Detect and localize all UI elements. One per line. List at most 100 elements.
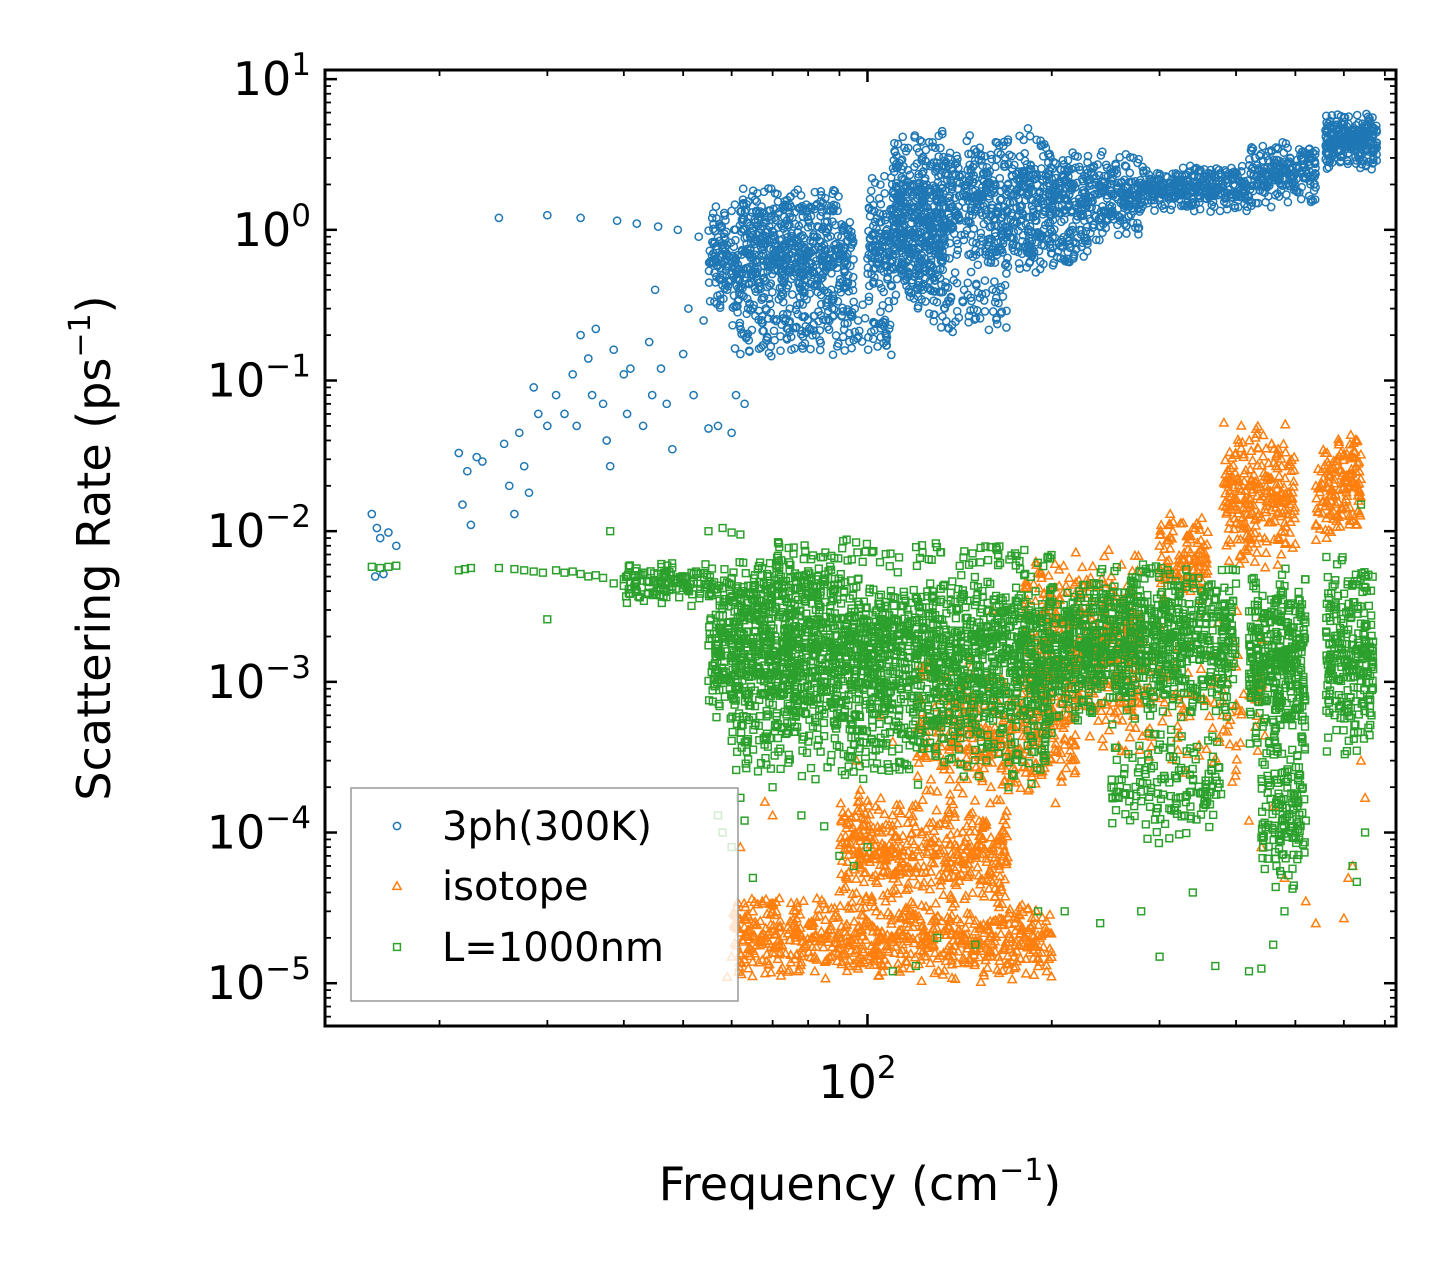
data-point: [472, 452, 482, 462]
data-point: [737, 215, 747, 224]
data-point: [759, 292, 769, 302]
data-point: [898, 132, 908, 142]
data-point: [803, 251, 813, 260]
data-point: [891, 249, 901, 259]
data-point: [765, 299, 775, 309]
data-point: [913, 251, 923, 261]
data-point: [524, 488, 534, 498]
data-point: [828, 350, 838, 360]
data-point: [742, 244, 752, 254]
data-point: [911, 233, 921, 243]
data-point: [735, 318, 745, 328]
data-point: [928, 137, 937, 147]
data-point: [494, 213, 504, 223]
data-point: [891, 290, 901, 300]
data-point: [740, 233, 750, 243]
data-point: [865, 194, 875, 204]
data-point: [835, 254, 844, 264]
data-point: [744, 250, 754, 260]
data-point: [811, 256, 821, 266]
data-point: [790, 188, 800, 198]
data-point: [375, 533, 385, 543]
data-point: [454, 448, 464, 458]
data-point: [656, 364, 666, 373]
data-point: [710, 237, 720, 247]
data-point: [478, 457, 487, 466]
data-point: [752, 267, 762, 277]
data-point: [732, 269, 742, 279]
data-point: [787, 345, 796, 355]
data-point: [749, 259, 758, 269]
data-point: [716, 273, 725, 282]
data-point: [708, 258, 717, 267]
data-point: [840, 256, 850, 265]
data-point: [705, 296, 715, 306]
data-point: [715, 219, 724, 229]
data-point: [846, 243, 856, 253]
data-point: [843, 278, 853, 288]
data-point: [774, 207, 784, 217]
data-point: [892, 274, 902, 284]
data-point: [794, 221, 804, 231]
data-point: [788, 213, 797, 222]
data-point: [844, 286, 854, 296]
data-point: [466, 520, 476, 530]
data-point: [876, 199, 886, 209]
data-point: [778, 297, 788, 307]
data-point: [803, 222, 813, 232]
data-point: [529, 383, 539, 392]
data-point: [591, 324, 601, 334]
data-point: [667, 444, 677, 454]
data-point: [874, 194, 884, 203]
data-point: [848, 285, 858, 295]
data-point: [742, 199, 751, 209]
data-point: [863, 345, 873, 355]
data-point: [699, 316, 708, 325]
data-point: [927, 241, 937, 251]
data-point: [752, 197, 762, 206]
data-point: [869, 279, 878, 288]
data-point: [981, 210, 991, 219]
data-point: [779, 212, 789, 222]
data-point: [864, 203, 874, 213]
data-point: [746, 212, 756, 222]
data-point: [734, 294, 744, 304]
data-point: [722, 240, 732, 250]
data-point: [953, 245, 963, 255]
data-point: [811, 260, 821, 270]
data-point: [783, 202, 793, 212]
data-point: [733, 307, 742, 317]
data-point: [757, 202, 766, 211]
data-point: [783, 324, 793, 334]
data-point: [790, 207, 800, 217]
data-point: [510, 509, 519, 519]
data-point: [905, 292, 915, 302]
data-point: [367, 509, 377, 519]
data-point: [583, 354, 593, 363]
data-point: [776, 331, 785, 341]
data-point: [750, 195, 760, 205]
data-point: [766, 351, 776, 361]
data-point: [845, 337, 854, 347]
data-point: [817, 190, 826, 200]
data-point: [587, 390, 597, 400]
data-point: [721, 250, 731, 259]
data-point: [799, 291, 809, 301]
data-point: [815, 236, 824, 246]
data-point: [710, 297, 719, 306]
data-point: [748, 223, 757, 233]
data-point: [905, 170, 915, 180]
data-point: [807, 203, 816, 213]
data-point: [870, 178, 880, 187]
data-point: [873, 253, 883, 262]
data-point: [756, 315, 766, 325]
data-point: [619, 369, 629, 379]
data-point: [730, 344, 740, 353]
data-point: [741, 205, 751, 215]
data-point: [789, 271, 799, 281]
data-point: [836, 243, 846, 253]
data-point: [794, 279, 803, 289]
data-point: [744, 335, 754, 345]
data-point: [822, 205, 832, 215]
data-point: [795, 203, 805, 213]
